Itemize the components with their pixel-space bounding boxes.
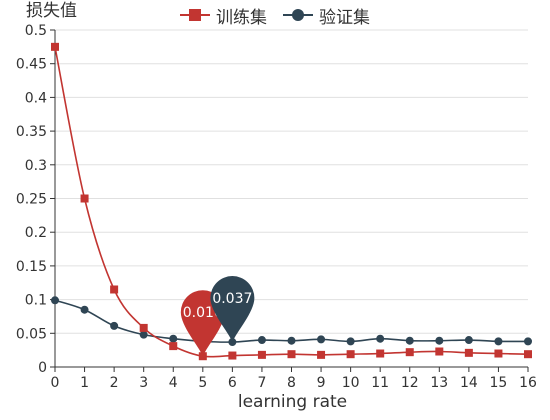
data-point-train <box>376 349 385 358</box>
y-tick-label: 0.35 <box>16 124 47 140</box>
data-point-validation <box>376 334 385 343</box>
data-point-validation <box>524 337 532 346</box>
y-tick-label: 0.25 <box>16 192 47 208</box>
markpoint-label-validation: 0.037 <box>212 291 252 307</box>
y-tick-label: 0.15 <box>16 259 47 275</box>
data-point-train <box>405 348 414 357</box>
x-axis-title: learning rate <box>237 392 348 412</box>
data-point-train <box>317 350 326 359</box>
data-point-validation <box>80 305 89 314</box>
data-point-validation <box>110 321 119 330</box>
data-point-train <box>287 350 296 359</box>
data-point-train <box>435 347 444 356</box>
y-tick-label: 0.4 <box>25 90 47 106</box>
data-point-train <box>464 348 473 357</box>
y-tick-label: 0.45 <box>16 57 47 73</box>
legend: 训练集 验证集 <box>180 2 370 28</box>
data-point-train <box>51 42 59 51</box>
x-tick-label: 8 <box>287 375 296 391</box>
y-tick-label: 0.3 <box>25 158 47 174</box>
x-tick-label: 12 <box>401 375 419 391</box>
data-point-validation <box>346 337 355 346</box>
x-tick-label: 5 <box>198 375 207 391</box>
legend-label-validation: 验证集 <box>319 7 370 28</box>
data-point-validation <box>169 334 178 343</box>
data-point-train <box>257 350 266 359</box>
x-tick-label: 13 <box>430 375 448 391</box>
data-point-validation <box>405 336 414 345</box>
x-tick-label: 9 <box>317 375 326 391</box>
x-tick-label: 7 <box>257 375 266 391</box>
series-line-validation <box>54 299 529 343</box>
data-point-train <box>346 350 355 359</box>
markpoint-pin-validation <box>210 276 255 343</box>
legend-label-train: 训练集 <box>216 7 267 28</box>
legend-swatch-train <box>180 9 210 21</box>
x-tick-label: 16 <box>519 375 537 391</box>
y-tick-label: 0.5 <box>25 23 47 39</box>
x-tick-label: 1 <box>80 375 89 391</box>
data-point-validation <box>435 336 444 345</box>
x-tick-label: 15 <box>490 375 508 391</box>
x-tick-label: 6 <box>228 375 237 391</box>
x-tick-label: 14 <box>460 375 478 391</box>
data-point-validation <box>317 335 326 344</box>
x-tick-label: 4 <box>169 375 178 391</box>
data-point-train <box>169 342 178 351</box>
y-tick-label: 0.1 <box>25 293 47 309</box>
series-line-train <box>54 46 529 358</box>
data-point-validation <box>139 330 148 339</box>
data-point-train <box>494 349 503 358</box>
legend-item-train[interactable]: 训练集 <box>180 3 267 28</box>
data-point-validation <box>494 337 503 346</box>
data-point-train <box>80 194 89 203</box>
x-tick-label: 3 <box>139 375 148 391</box>
data-point-validation <box>51 296 59 305</box>
data-point-train <box>139 323 148 332</box>
y-tick-label: 0.05 <box>16 326 47 342</box>
y-tick-label: 0 <box>38 360 47 376</box>
data-point-train <box>228 351 237 360</box>
data-point-validation <box>257 336 266 345</box>
x-tick-label: 10 <box>342 375 360 391</box>
legend-item-validation[interactable]: 验证集 <box>283 3 370 28</box>
y-axis-title: 损失值 <box>26 1 77 21</box>
data-point-train <box>524 350 532 359</box>
data-point-validation <box>287 336 296 345</box>
x-tick-label: 0 <box>51 375 60 391</box>
data-point-validation <box>464 336 473 345</box>
legend-swatch-validation <box>283 9 313 21</box>
x-tick-label: 11 <box>371 375 389 391</box>
y-tick-label: 0.2 <box>25 225 47 241</box>
data-point-train <box>110 285 119 294</box>
markpoint-label-train: 0.016 <box>183 305 223 321</box>
x-tick-label: 2 <box>110 375 119 391</box>
